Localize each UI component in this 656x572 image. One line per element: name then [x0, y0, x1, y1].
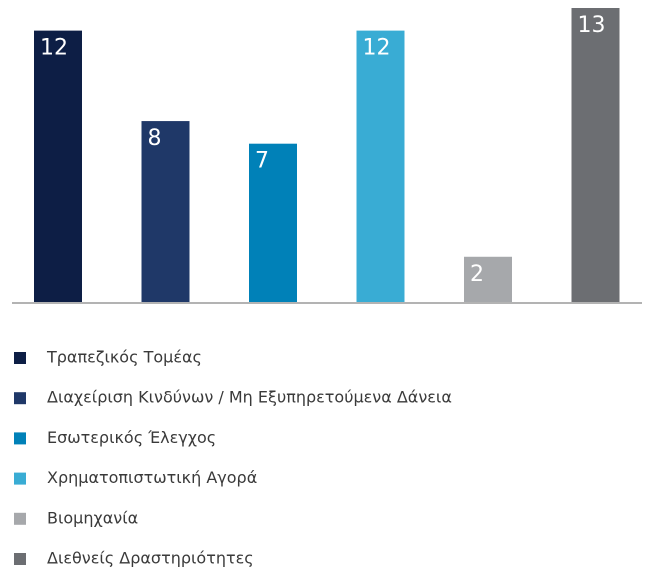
legend-swatch [14, 352, 26, 364]
bar [571, 8, 620, 302]
legend-label: Τραπεζικός Τομέας [46, 348, 202, 367]
value-label: 2 [470, 262, 484, 287]
legend-swatch [14, 472, 26, 485]
legend-label: Διεθνείς Δραστηριότητες [47, 549, 254, 568]
legend-label: Βιομηχανία [47, 508, 138, 527]
legend-label: Χρηματοπιστωτική Αγορά [47, 468, 257, 487]
legend-label: Εσωτερικός Έλεγχος [47, 428, 216, 447]
value-label: 8 [148, 126, 162, 151]
bar [464, 256, 512, 302]
bar [34, 30, 82, 302]
value-label: 7 [255, 149, 269, 174]
legend-label: Διαχείριση Κινδύνων / Μη Εξυπηρετούμενα … [47, 388, 452, 407]
value-label: 13 [578, 13, 606, 38]
legend-swatch [14, 553, 26, 565]
value-label: 12 [363, 36, 391, 61]
legend-swatch [14, 432, 26, 445]
bar [249, 143, 297, 302]
value-label: 12 [40, 36, 68, 61]
legend-swatch [14, 512, 26, 525]
legend-swatch [14, 392, 26, 405]
bar [356, 30, 405, 302]
bar [141, 121, 190, 302]
